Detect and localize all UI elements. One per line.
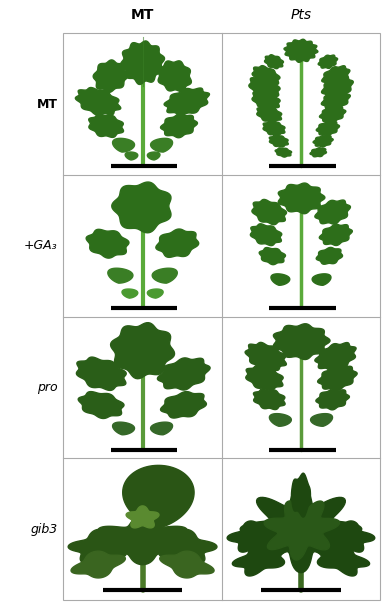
Polygon shape xyxy=(319,224,353,245)
Polygon shape xyxy=(227,521,278,552)
Polygon shape xyxy=(318,55,338,68)
Polygon shape xyxy=(147,152,160,160)
Polygon shape xyxy=(164,88,210,116)
Polygon shape xyxy=(246,365,283,390)
Text: pro: pro xyxy=(37,381,58,394)
Polygon shape xyxy=(312,274,331,285)
Polygon shape xyxy=(151,422,172,435)
Bar xyxy=(63,33,380,600)
Polygon shape xyxy=(68,529,133,563)
Polygon shape xyxy=(316,121,339,136)
Polygon shape xyxy=(318,366,357,390)
Polygon shape xyxy=(263,121,285,136)
Polygon shape xyxy=(147,289,163,298)
Polygon shape xyxy=(270,414,291,426)
Polygon shape xyxy=(253,388,285,409)
Polygon shape xyxy=(321,90,350,110)
Polygon shape xyxy=(271,274,290,285)
Polygon shape xyxy=(161,114,197,137)
Polygon shape xyxy=(71,551,125,578)
Polygon shape xyxy=(315,343,356,371)
Polygon shape xyxy=(240,485,362,573)
Text: MT: MT xyxy=(131,8,154,22)
Polygon shape xyxy=(122,289,138,298)
Polygon shape xyxy=(275,148,291,157)
Polygon shape xyxy=(232,544,288,576)
Polygon shape xyxy=(313,135,333,147)
Polygon shape xyxy=(76,357,126,390)
Polygon shape xyxy=(249,76,280,99)
Polygon shape xyxy=(86,229,129,258)
Polygon shape xyxy=(316,389,349,410)
Polygon shape xyxy=(113,422,134,435)
Polygon shape xyxy=(265,55,283,69)
Polygon shape xyxy=(161,391,206,418)
Text: MT: MT xyxy=(36,98,58,110)
Polygon shape xyxy=(152,268,177,283)
Polygon shape xyxy=(321,76,353,98)
Polygon shape xyxy=(93,60,128,92)
Polygon shape xyxy=(158,61,191,92)
Polygon shape xyxy=(156,229,199,257)
Polygon shape xyxy=(123,466,194,528)
Polygon shape xyxy=(278,183,325,213)
Polygon shape xyxy=(264,501,339,560)
Polygon shape xyxy=(111,323,174,379)
Polygon shape xyxy=(310,148,326,157)
Polygon shape xyxy=(98,516,187,564)
Polygon shape xyxy=(126,506,159,528)
Polygon shape xyxy=(324,521,375,552)
Polygon shape xyxy=(252,200,286,225)
Polygon shape xyxy=(291,473,310,517)
Polygon shape xyxy=(319,106,346,122)
Polygon shape xyxy=(273,324,330,359)
Polygon shape xyxy=(89,114,124,137)
Polygon shape xyxy=(151,138,172,152)
Polygon shape xyxy=(322,66,350,86)
Polygon shape xyxy=(160,551,214,578)
Polygon shape xyxy=(252,90,280,110)
Polygon shape xyxy=(315,200,351,224)
Polygon shape xyxy=(113,138,134,152)
Polygon shape xyxy=(75,87,121,115)
Polygon shape xyxy=(269,135,288,147)
Polygon shape xyxy=(316,247,343,264)
Polygon shape xyxy=(121,41,164,84)
Polygon shape xyxy=(252,66,280,86)
Polygon shape xyxy=(284,39,318,62)
Polygon shape xyxy=(257,106,282,122)
Polygon shape xyxy=(112,182,171,233)
Polygon shape xyxy=(311,414,333,426)
Polygon shape xyxy=(245,343,286,370)
Text: gib3: gib3 xyxy=(30,523,58,535)
Text: Pts: Pts xyxy=(290,8,311,22)
Polygon shape xyxy=(259,248,285,265)
Polygon shape xyxy=(152,529,217,563)
Polygon shape xyxy=(125,152,138,160)
Polygon shape xyxy=(78,391,124,418)
Polygon shape xyxy=(314,544,369,576)
Polygon shape xyxy=(157,358,210,390)
Polygon shape xyxy=(250,224,282,245)
Polygon shape xyxy=(108,268,133,283)
Text: +GA₃: +GA₃ xyxy=(24,239,58,252)
